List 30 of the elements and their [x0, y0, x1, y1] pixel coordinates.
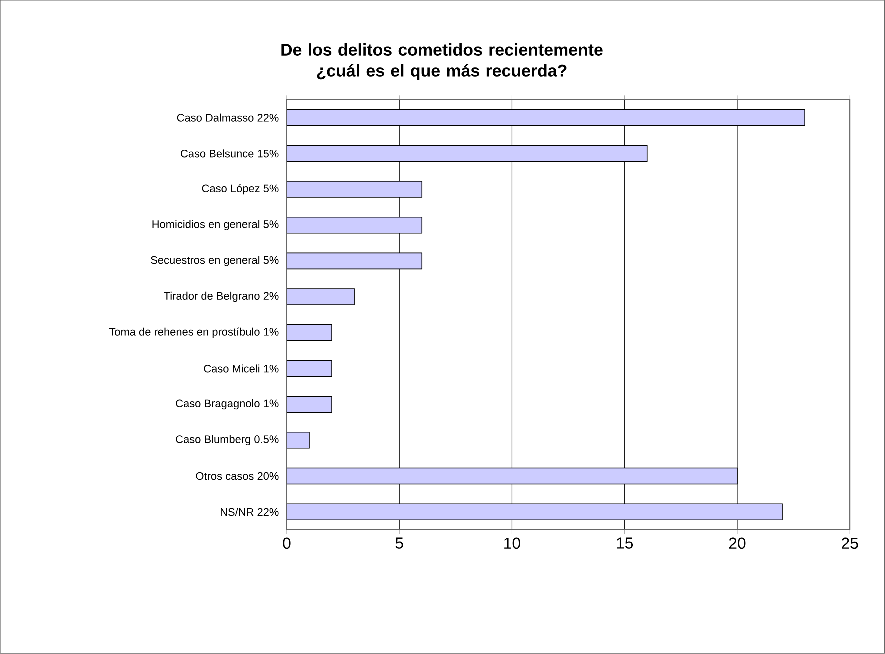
y-tick-label: Caso Blumberg 0.5%	[176, 435, 279, 446]
y-tick-label: Secuestros en general 5%	[151, 256, 279, 266]
y-tick-label: Toma de rehenes en prostíbulo 1%	[109, 328, 279, 338]
x-tick-label: 15	[617, 538, 634, 549]
x-tick-label: 20	[729, 538, 746, 550]
y-tick-label: Otros casos 20%	[196, 472, 279, 480]
bar	[286, 181, 423, 198]
y-tick-label: Homicidios en general 5%	[152, 220, 279, 230]
y-tick-label: Caso López 5%	[202, 184, 279, 195]
y-tick-label: NS/NR 22%	[221, 508, 279, 516]
bar	[286, 252, 423, 270]
x-tick-label: 0	[283, 538, 291, 550]
bar	[286, 396, 332, 413]
bar	[286, 360, 332, 378]
y-tick-label: Caso Belsunce 15%	[181, 150, 279, 158]
y-tick-label: Caso Miceli 1%	[204, 364, 279, 373]
x-tick-label: 10	[504, 538, 520, 550]
y-tick-label: Caso Bragagnolo 1%	[176, 399, 279, 410]
bar	[286, 109, 806, 126]
bar	[286, 145, 648, 162]
bar	[286, 324, 332, 342]
y-tick-label: Tirador de Belgrano 2%	[164, 292, 279, 302]
chart-title: De los delitos cometidos recientemente ¿cuál es el que más recuerda?	[282, 44, 603, 80]
x-tick-label: 5	[396, 538, 404, 549]
bar	[286, 216, 423, 234]
bar	[286, 288, 355, 306]
bar	[286, 468, 738, 485]
y-tick-label: Caso Dalmasso 22%	[177, 114, 279, 122]
bar	[286, 504, 783, 521]
x-tick-label: 25	[842, 538, 858, 550]
